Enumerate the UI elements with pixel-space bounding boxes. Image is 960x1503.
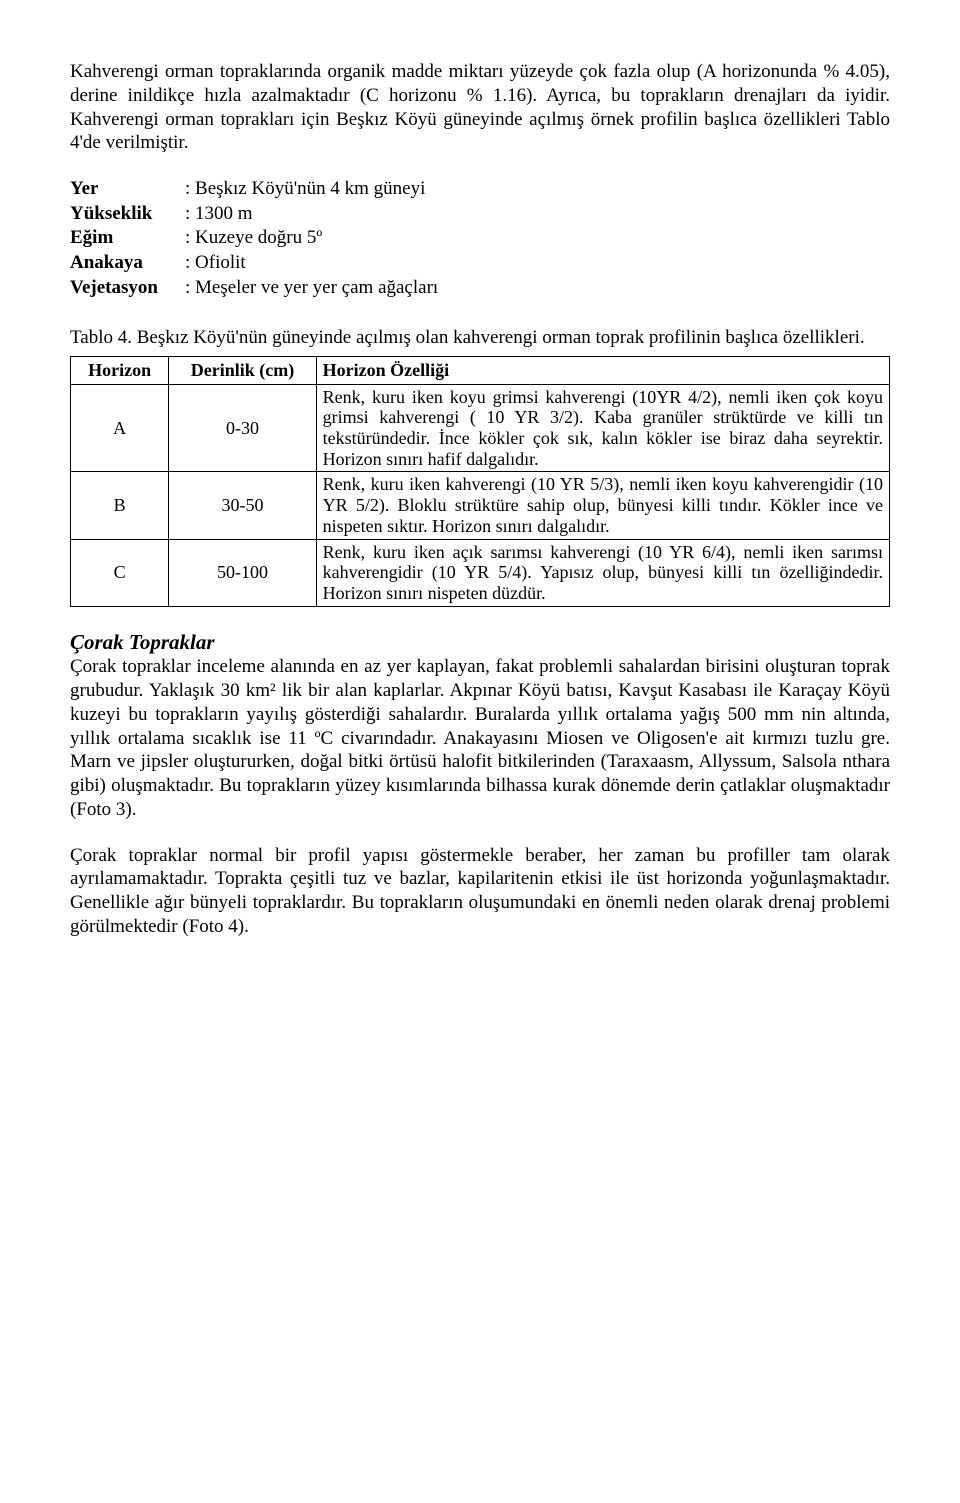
- cell-horizon: A: [71, 384, 169, 472]
- cell-horizon: B: [71, 472, 169, 539]
- cell-depth: 0-30: [169, 384, 316, 472]
- table-row: A0-30Renk, kuru iken koyu grimsi kahvere…: [71, 384, 890, 472]
- meta-row: Anakaya: Ofiolit: [70, 251, 890, 276]
- section-body-1: Çorak topraklar inceleme alanında en az …: [70, 656, 890, 820]
- meta-value: : 1300 m: [185, 202, 890, 227]
- profile-metadata: Yer: Beşkız Köyü'nün 4 km güneyiYüksekli…: [70, 177, 890, 300]
- cell-desc: Renk, kuru iken koyu grimsi kahverengi (…: [316, 384, 889, 472]
- meta-row: Vejetasyon: Meşeler ve yer yer çam ağaçl…: [70, 276, 890, 301]
- meta-row: Yükseklik: 1300 m: [70, 202, 890, 227]
- th-desc: Horizon Özelliği: [316, 357, 889, 385]
- meta-value: : Beşkız Köyü'nün 4 km güneyi: [185, 177, 890, 202]
- cell-depth: 50-100: [169, 539, 316, 606]
- meta-label: Vejetasyon: [70, 276, 185, 301]
- section-title: Çorak Topraklar: [70, 630, 215, 654]
- intro-paragraph: Kahverengi orman topraklarında organik m…: [70, 60, 890, 155]
- cell-horizon: C: [71, 539, 169, 606]
- meta-label: Yükseklik: [70, 202, 185, 227]
- meta-row: Eğim: Kuzeye doğru 5º: [70, 226, 890, 251]
- section-corak: Çorak Topraklar Çorak topraklar inceleme…: [70, 629, 890, 822]
- meta-value: : Meşeler ve yer yer çam ağaçları: [185, 276, 890, 301]
- soil-profile-table: Horizon Derinlik (cm) Horizon Özelliği A…: [70, 356, 890, 606]
- meta-value: : Kuzeye doğru 5º: [185, 226, 890, 251]
- meta-value: : Ofiolit: [185, 251, 890, 276]
- section-body-2: Çorak topraklar normal bir profil yapısı…: [70, 844, 890, 939]
- table-caption: Tablo 4. Beşkız Köyü'nün güneyinde açılm…: [70, 326, 890, 350]
- table-row: B30-50Renk, kuru iken kahverengi (10 YR …: [71, 472, 890, 539]
- table-row: C50-100Renk, kuru iken açık sarımsı kahv…: [71, 539, 890, 606]
- meta-label: Yer: [70, 177, 185, 202]
- cell-desc: Renk, kuru iken açık sarımsı kahverengi …: [316, 539, 889, 606]
- cell-depth: 30-50: [169, 472, 316, 539]
- meta-label: Anakaya: [70, 251, 185, 276]
- cell-desc: Renk, kuru iken kahverengi (10 YR 5/3), …: [316, 472, 889, 539]
- th-depth: Derinlik (cm): [169, 357, 316, 385]
- th-horizon: Horizon: [71, 357, 169, 385]
- meta-label: Eğim: [70, 226, 185, 251]
- meta-row: Yer: Beşkız Köyü'nün 4 km güneyi: [70, 177, 890, 202]
